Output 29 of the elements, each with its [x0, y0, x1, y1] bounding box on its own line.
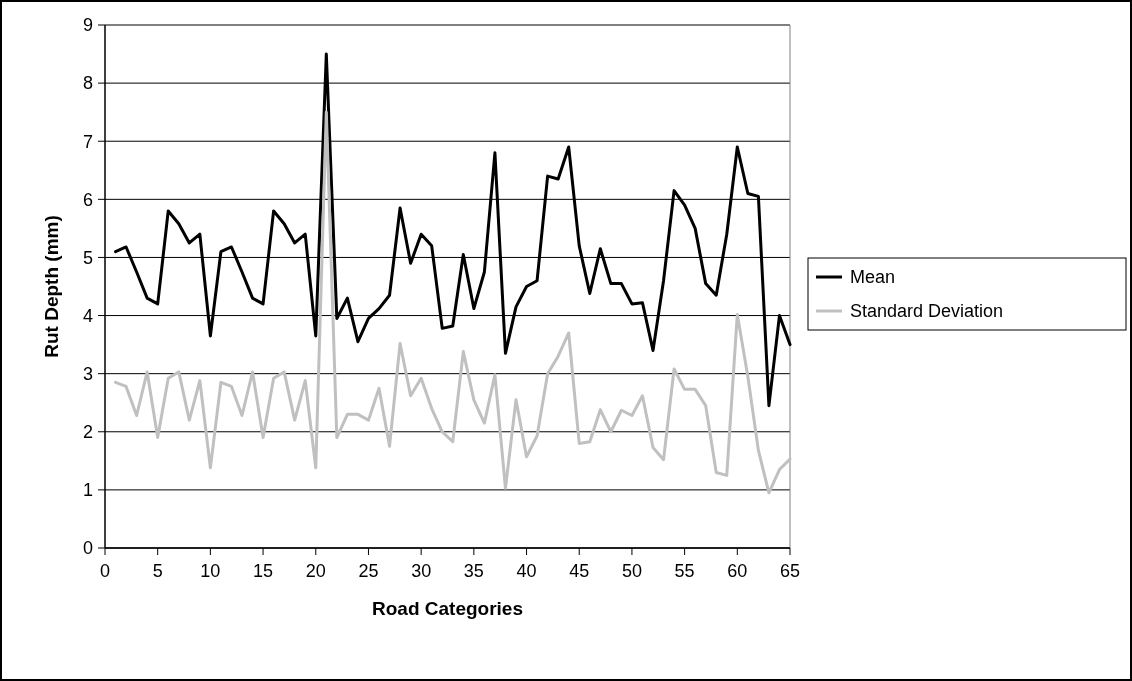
x-tick-label: 60	[727, 561, 748, 581]
y-tick-label: 6	[82, 189, 93, 210]
y-tick-label: 9	[82, 15, 93, 36]
x-tick-label: 65	[779, 561, 801, 581]
y-tick-label: 5	[82, 247, 93, 268]
x-tick-label: 25	[358, 561, 379, 581]
x-tick-label: 50	[621, 561, 642, 581]
y-tick-label: 2	[82, 422, 93, 443]
legend-label: Standard Deviation	[850, 301, 1004, 322]
x-tick-label: 40	[516, 561, 537, 581]
x-tick-label: 0	[99, 561, 111, 581]
line-series	[114, 110, 792, 495]
x-tick-label: 55	[674, 561, 695, 581]
x-tick-label: 45	[569, 561, 590, 581]
y-tick-label: 4	[82, 305, 93, 326]
y-tick-label: 0	[82, 538, 93, 559]
x-tick-label: 15	[253, 561, 274, 581]
x-axis-title: Road Categories	[372, 598, 523, 619]
y-tick-label: 1	[82, 480, 93, 501]
x-tick-label: 10	[200, 561, 221, 581]
y-tick-label: 3	[82, 363, 93, 384]
legend-label: Mean	[850, 267, 896, 288]
y-axis-title: Rut Depth (mm)	[41, 215, 62, 358]
y-tick-label: 7	[82, 131, 93, 152]
y-tick-label: 8	[82, 73, 93, 94]
x-tick-label: 5	[152, 561, 163, 581]
x-tick-label: 30	[411, 561, 432, 581]
x-tick-label: 20	[305, 561, 326, 581]
x-tick-label: 35	[463, 561, 484, 581]
